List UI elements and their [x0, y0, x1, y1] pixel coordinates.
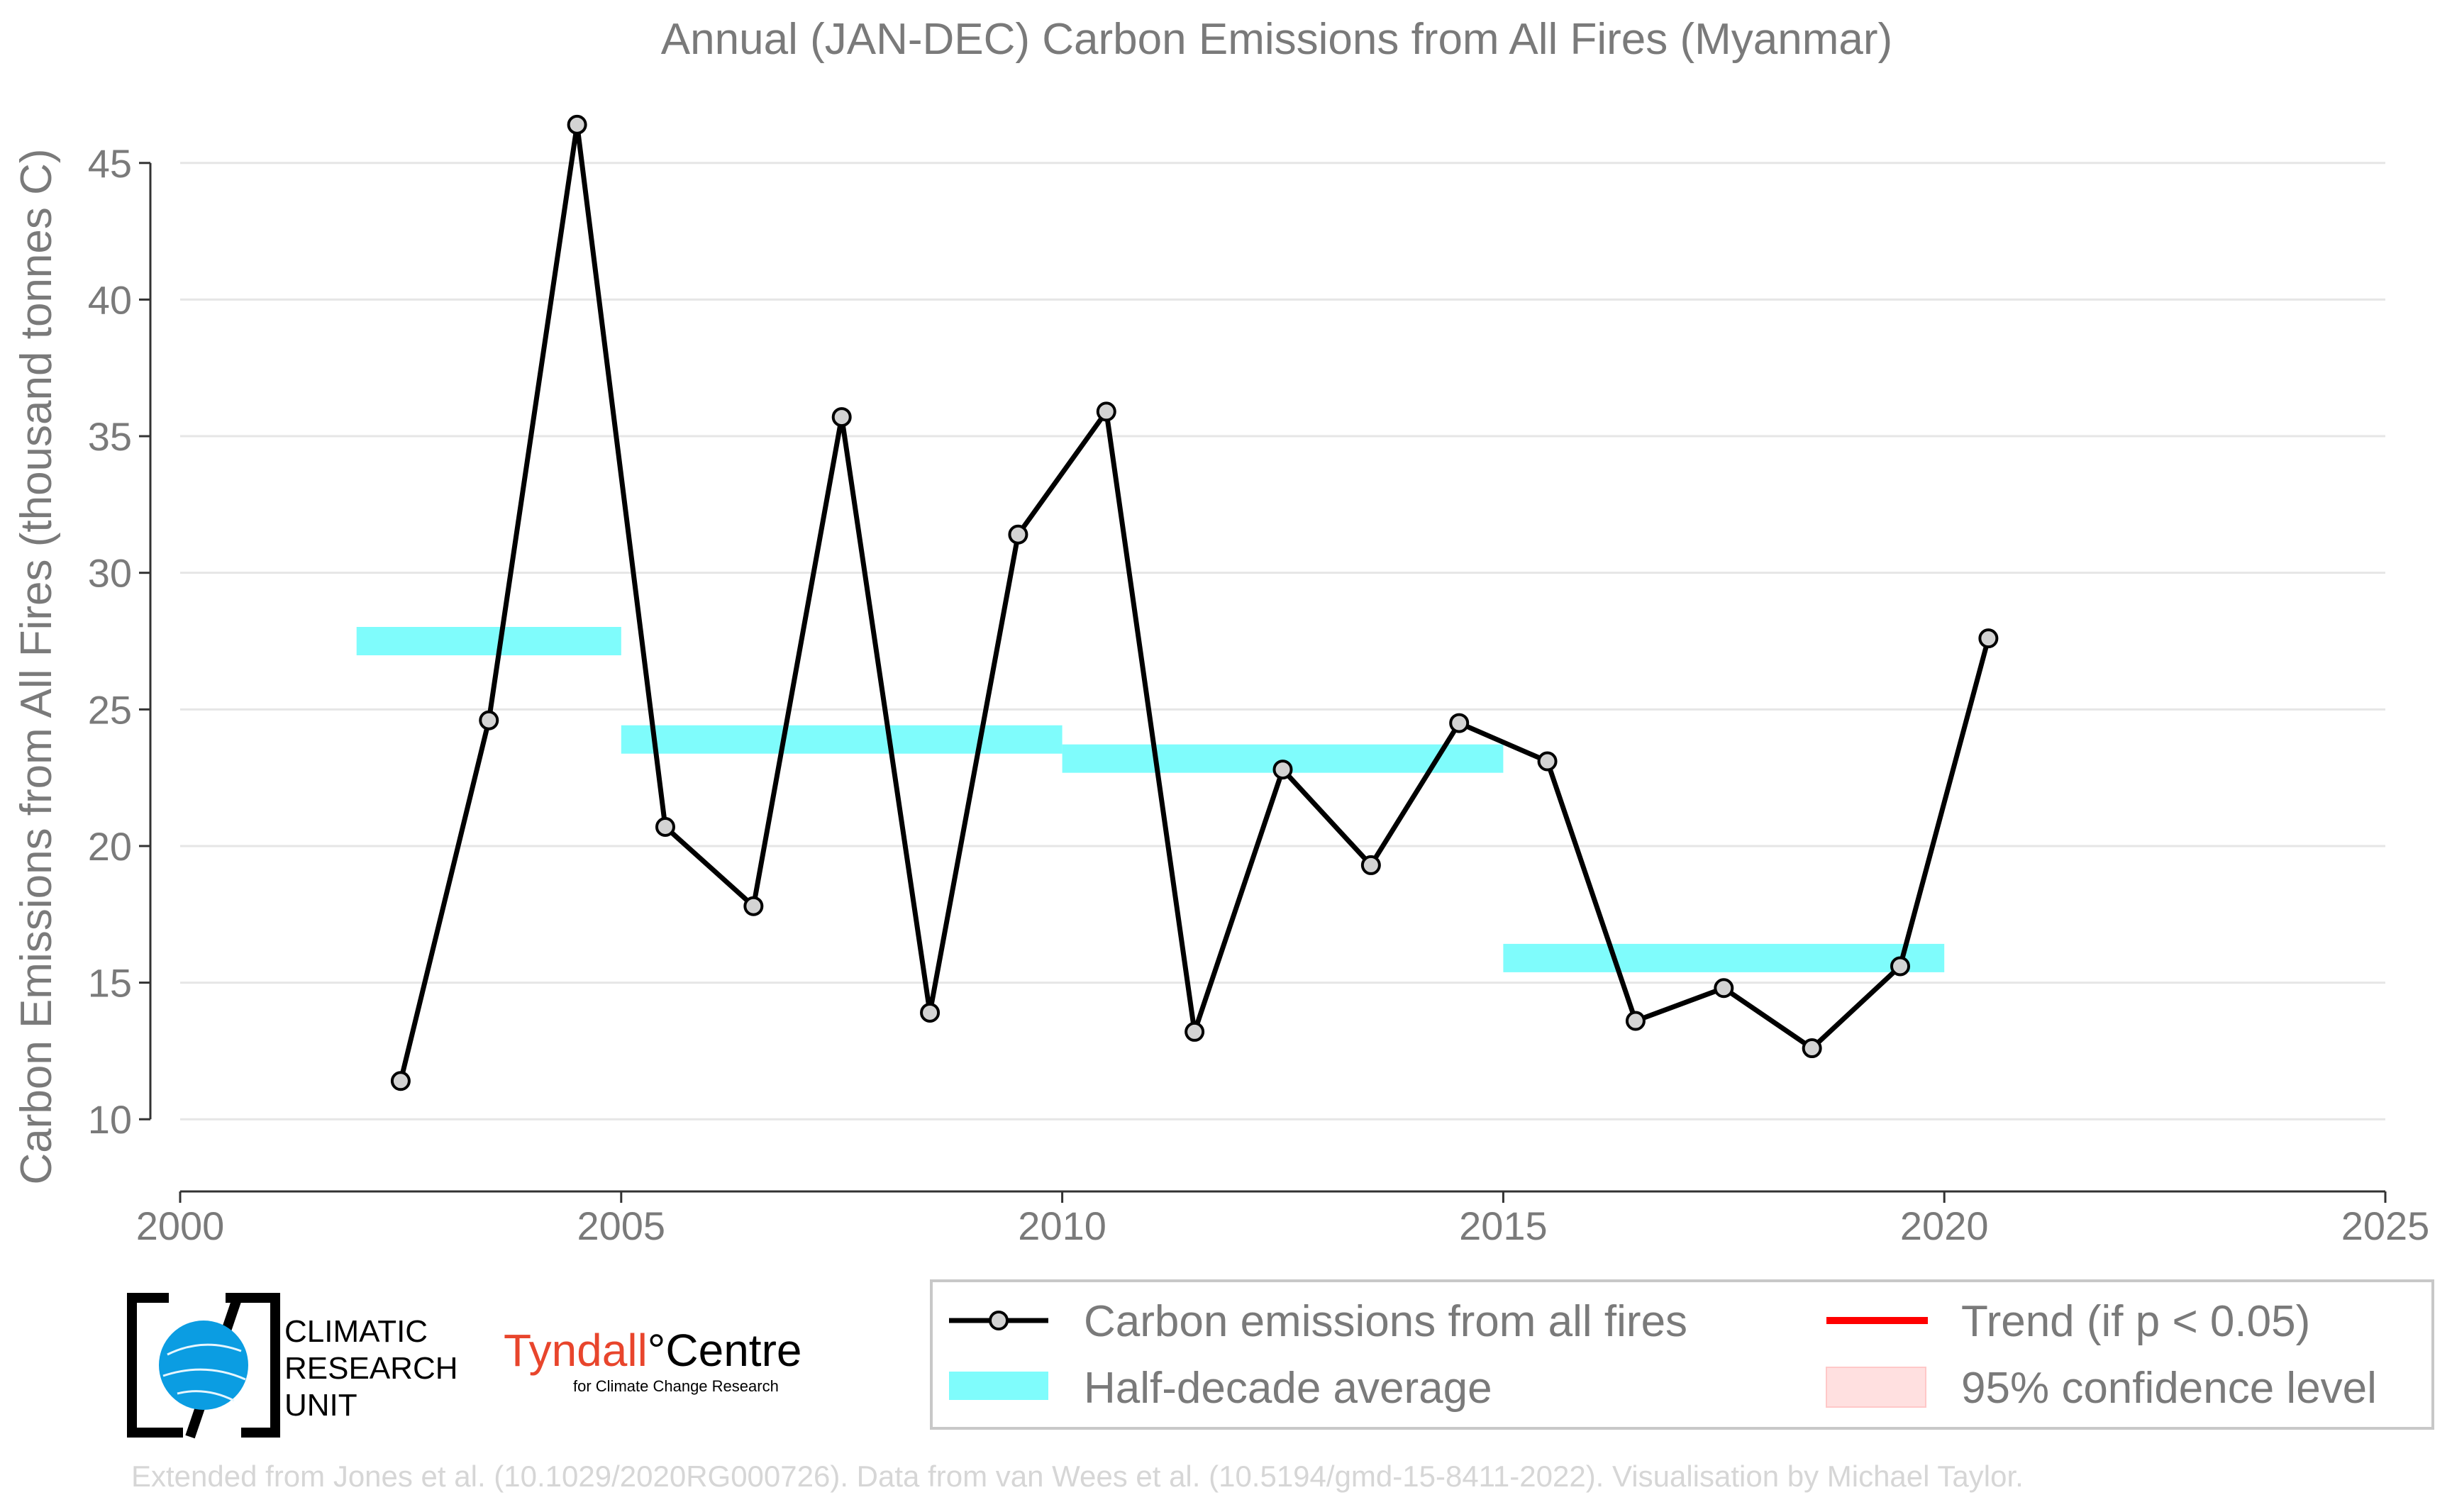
data-point: [1449, 713, 1470, 733]
data-point: [655, 816, 675, 837]
y-tick-label: 15: [88, 961, 132, 1006]
data-point: [1714, 978, 1734, 999]
tyndall-centre-word: °Centre: [648, 1325, 802, 1376]
x-tick-label: 2020: [1900, 1204, 1989, 1248]
y-tick-label: 10: [88, 1097, 132, 1142]
data-point: [1537, 751, 1558, 772]
data-point: [390, 1071, 411, 1091]
globe-icon: [159, 1321, 248, 1410]
data-point: [1890, 956, 1911, 977]
cru-line-2: RESEARCH: [284, 1351, 458, 1386]
svg-text:Tyndall°Centre: Tyndall°Centre: [504, 1325, 801, 1376]
x-tick-label: 2010: [1018, 1204, 1106, 1248]
y-tick-label: 30: [88, 551, 132, 596]
cru-logo: CLIMATIC RESEARCH UNIT: [127, 1293, 458, 1439]
y-tick-label: 20: [88, 824, 132, 869]
legend-confidence-icon: [1826, 1367, 1926, 1408]
half-decade-averages: [356, 627, 1945, 972]
y-tick-label: 35: [88, 414, 132, 459]
series-line-layer: [398, 122, 1991, 1082]
cru-line-1: CLIMATIC: [284, 1314, 428, 1349]
legend-label-confidence: 95% confidence level: [1961, 1364, 2377, 1413]
series-line: [398, 122, 1991, 1082]
half-decade-average-bar: [621, 725, 1063, 754]
tyndall-logo: Tyndall°Centre for Climate Change Resear…: [504, 1325, 801, 1395]
legend-label-trend: Trend (if p < 0.05): [1961, 1297, 2310, 1346]
y-tick-label: 25: [88, 687, 132, 732]
data-point: [743, 896, 764, 916]
legend-label-series: Carbon emissions from all fires: [1084, 1297, 1687, 1346]
data-point: [479, 710, 499, 730]
data-point: [1625, 1011, 1646, 1031]
legend-band-icon: [949, 1372, 1048, 1400]
data-point: [831, 407, 852, 428]
data-point: [1360, 855, 1381, 875]
legend-label-average: Half-decade average: [1084, 1364, 1492, 1413]
half-decade-average-bar: [1503, 943, 1945, 972]
chart-title: Annual (JAN-DEC) Carbon Emissions from A…: [661, 15, 1892, 64]
data-point: [1185, 1021, 1205, 1042]
data-point: [1096, 401, 1116, 422]
data-point: [1978, 628, 1999, 649]
data-point: [1272, 760, 1293, 780]
x-tick-label: 2005: [577, 1204, 666, 1248]
tyndall-word: Tyndall: [504, 1325, 648, 1376]
legend: Carbon emissions from all fires Trend (i…: [930, 1279, 2434, 1430]
legend-marker-icon: [989, 1311, 1009, 1330]
data-point: [1008, 524, 1028, 545]
y-tick-label: 40: [88, 277, 132, 322]
x-tick-label: 2025: [2341, 1204, 2430, 1248]
data-point: [1802, 1038, 1822, 1059]
footer-credit: Extended from Jones et al. (10.1029/2020…: [131, 1460, 2024, 1493]
series-points: [390, 114, 1999, 1091]
legend-box: [930, 1279, 2434, 1430]
data-point: [920, 1002, 941, 1023]
y-tick-label: 45: [88, 141, 132, 186]
grid-lines: [180, 162, 2385, 1121]
tyndall-subtitle: for Climate Change Research: [573, 1377, 779, 1395]
cru-line-3: UNIT: [284, 1388, 357, 1423]
half-decade-average-bar: [356, 627, 621, 655]
y-axis-label: Carbon Emissions from All Fires (thousan…: [12, 148, 61, 1184]
x-tick-label: 2000: [136, 1204, 225, 1248]
x-tick-label: 2015: [1459, 1204, 1548, 1248]
data-point: [567, 114, 587, 135]
